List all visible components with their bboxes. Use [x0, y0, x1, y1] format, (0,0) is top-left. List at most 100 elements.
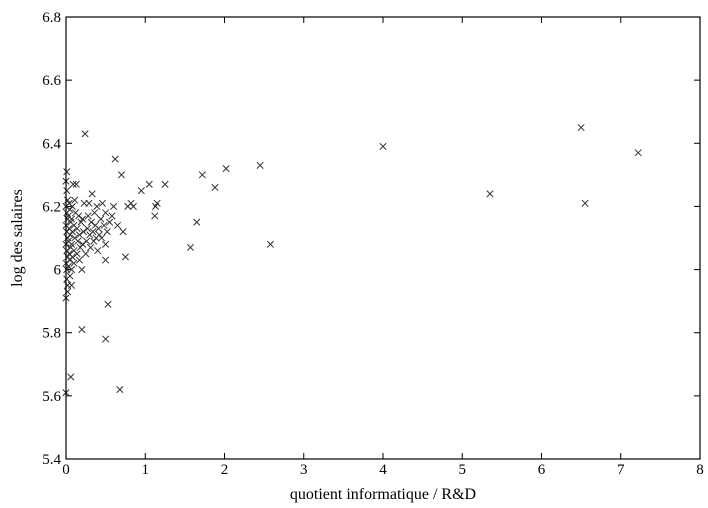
data-point [153, 199, 161, 207]
data-point [81, 130, 89, 138]
data-point [129, 202, 137, 210]
data-point [106, 218, 114, 226]
y-tick-label: 5.4 [42, 452, 61, 468]
data-point [75, 212, 83, 220]
data-point [111, 155, 119, 163]
data-point [94, 224, 103, 233]
data-point [68, 228, 76, 236]
data-point [95, 231, 103, 239]
data-point [78, 266, 86, 274]
data-point [63, 187, 71, 195]
data-point [66, 256, 74, 264]
data-point [161, 180, 169, 188]
ticks-layer: 0 1 2 3 4 5 6 7 8 5.4 5.6 5.8 6 6.2 6.4 6.6 6.8 [42, 10, 704, 478]
data-point [102, 256, 110, 264]
y-axis-title: log des salaires [9, 189, 26, 287]
y-tick-label: 5.6 [42, 389, 61, 405]
data-point [85, 199, 93, 207]
data-point [83, 237, 91, 245]
data-point [75, 231, 84, 239]
data-point [66, 206, 74, 214]
data-point [102, 335, 110, 343]
data-point [97, 215, 105, 223]
data-point [76, 243, 84, 252]
data-point [634, 149, 642, 157]
data-point [67, 373, 75, 381]
data-point [186, 243, 194, 252]
y-tick-label: 6.6 [42, 73, 61, 89]
data-point [145, 180, 153, 188]
y-tick-label: 6.4 [42, 136, 61, 152]
data-point [68, 202, 76, 210]
y-tick-label: 5.8 [42, 326, 61, 342]
data-point [98, 199, 107, 207]
data-point [70, 259, 78, 267]
data-point [75, 256, 84, 264]
data-point [109, 202, 118, 210]
data-point [83, 224, 91, 233]
data-point [211, 183, 219, 192]
data-point [581, 199, 589, 207]
data-point [88, 190, 96, 198]
data-point [577, 123, 585, 132]
x-tick-label: 2 [221, 462, 229, 478]
x-tick-label: 5 [459, 462, 467, 478]
data-point [151, 212, 159, 220]
x-tick-label: 4 [379, 462, 387, 478]
data-point [66, 231, 74, 239]
data-point [78, 326, 86, 334]
data-point [117, 171, 126, 179]
data-point [90, 209, 99, 217]
data-point [82, 250, 90, 258]
data-point [256, 161, 264, 169]
y-tick-label: 6.2 [42, 199, 61, 215]
data-point [100, 221, 108, 229]
data-point [89, 228, 97, 236]
data-point [102, 209, 110, 217]
data-point [64, 288, 72, 296]
data-point [73, 250, 81, 258]
x-tick-label: 6 [538, 462, 546, 478]
data-point [74, 237, 82, 245]
y-tick-label: 6 [54, 263, 62, 279]
data-point [108, 212, 116, 220]
data-point [79, 240, 87, 248]
data-point [127, 199, 135, 207]
data-point [79, 228, 87, 236]
data-point [63, 168, 71, 176]
data-point [90, 237, 98, 245]
data-point [222, 164, 230, 173]
data-point [87, 218, 95, 226]
data-point [66, 272, 74, 280]
data-point [379, 142, 387, 150]
data-point [67, 215, 76, 223]
data-point [103, 228, 111, 236]
data-point [67, 281, 76, 289]
data-point [266, 240, 275, 248]
data-point [119, 228, 127, 236]
data-point [68, 253, 76, 261]
data-point [63, 247, 71, 255]
data-point [98, 234, 106, 242]
data-point [67, 266, 76, 274]
x-axis-title: quotient informatique / R&D [290, 486, 476, 503]
x-tick-label: 1 [142, 462, 150, 478]
data-point [137, 187, 145, 195]
data-point [116, 385, 124, 394]
data-point [486, 190, 494, 198]
data-point [72, 180, 80, 188]
data-point [73, 224, 81, 233]
x-tick-label: 7 [617, 462, 625, 478]
data-point [79, 215, 87, 223]
x-tick-label: 3 [300, 462, 308, 478]
data-point [113, 221, 122, 229]
data-point [69, 180, 77, 188]
data-point [71, 196, 79, 204]
data-point [102, 240, 110, 248]
x-tick-label: 0 [62, 462, 70, 478]
data-point [104, 300, 112, 308]
data-point [193, 218, 201, 226]
data-point [84, 212, 92, 220]
data-point [87, 243, 95, 252]
